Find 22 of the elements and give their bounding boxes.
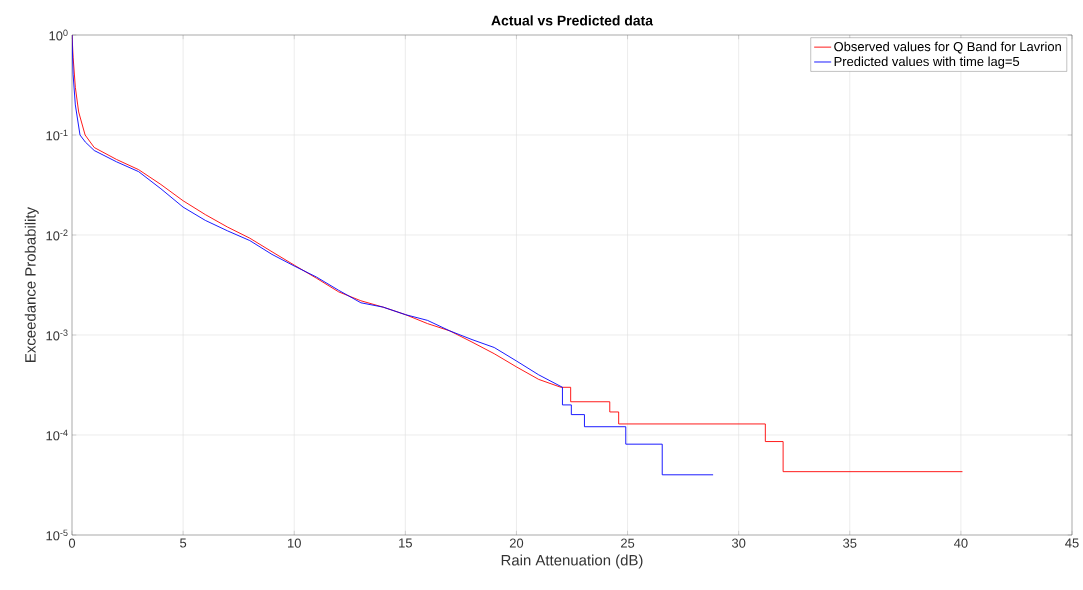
chart-title: Actual vs Predicted data [491,15,654,26]
y-tick-label: 10$^{-1}$ [46,129,68,141]
x-tick-label: 20 [509,538,524,548]
x-tick-label: 10 [288,538,301,548]
line-series [72,35,714,476]
y-tick-label: 10$^{-2}$ [46,229,68,241]
x-tick-label: 15 [399,538,412,548]
y-tick-label: 10$^{-5}$ [46,529,68,541]
legend-label: Predicted values with time lag=5 [834,56,1020,69]
x-tick-label: 5 [180,538,187,548]
x-axis-title: Rain Attenuation (dB) [501,554,643,569]
x-tick-label: 35 [843,538,857,548]
x-tick-label: 40 [953,538,968,548]
y-tick-label: 10$^{0}$ [49,29,68,41]
legend-label: Observed values for Q Band for Lavrion [834,41,1061,54]
x-tick-label: 25 [621,538,635,548]
y-axis-title: Exceedance Probability [24,206,39,362]
x-tick-label: 30 [731,538,746,548]
x-tick-label: 0 [68,538,76,548]
x-tick-label: 45 [1065,538,1079,548]
y-tick-label: 10$^{-4}$ [46,429,68,441]
y-tick-label: 10$^{-3}$ [46,329,68,341]
